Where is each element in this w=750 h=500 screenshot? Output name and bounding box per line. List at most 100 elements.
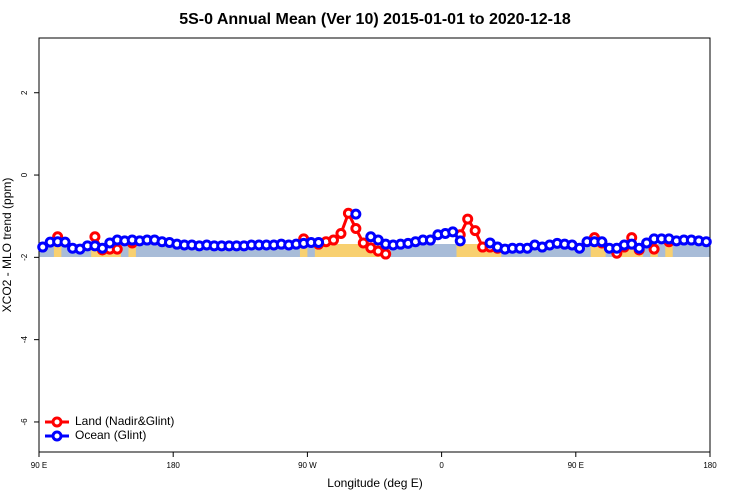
series-point	[648, 243, 660, 255]
surface-band	[292, 244, 301, 257]
series-point	[454, 235, 466, 247]
legend-swatch-point	[51, 416, 63, 428]
surface-band	[188, 244, 197, 257]
surface-band	[128, 244, 137, 257]
y-tick-label: 2	[20, 90, 29, 95]
surface-band	[657, 244, 666, 257]
surface-band	[262, 244, 271, 257]
series-point	[700, 236, 712, 248]
surface-band	[642, 244, 651, 257]
surface-band	[665, 244, 674, 257]
y-tick-label: -4	[20, 336, 29, 344]
surface-band	[672, 244, 681, 257]
surface-band	[352, 244, 361, 257]
series-point	[633, 242, 645, 254]
surface-band	[143, 244, 152, 257]
surface-band	[46, 244, 55, 257]
surface-band	[307, 244, 316, 257]
series-point	[335, 227, 347, 239]
legend-swatch-point	[51, 430, 63, 442]
surface-band	[471, 244, 480, 257]
x-tick-label: 90 W	[298, 461, 317, 470]
series-point	[596, 236, 608, 248]
surface-band	[135, 244, 144, 257]
surface-band	[158, 244, 167, 257]
surface-band	[598, 244, 607, 257]
x-tick-label: 180	[167, 461, 181, 470]
surface-band	[277, 244, 286, 257]
surface-band	[150, 244, 159, 257]
surface-band	[426, 244, 435, 257]
series-point	[350, 208, 362, 220]
surface-band	[344, 244, 353, 257]
legend-label: Ocean (Glint)	[75, 428, 146, 442]
series-point	[357, 237, 369, 249]
surface-band	[583, 244, 592, 257]
surface-band	[255, 244, 264, 257]
surface-band	[389, 244, 398, 257]
surface-band	[695, 244, 704, 257]
x-tick-label: 0	[439, 461, 444, 470]
series-point	[327, 234, 339, 246]
series-point	[59, 236, 71, 248]
series-point	[37, 241, 49, 253]
series-point	[462, 213, 474, 225]
y-tick-label: -6	[20, 418, 29, 426]
surface-band	[270, 244, 279, 257]
surface-band	[404, 244, 413, 257]
surface-band	[180, 244, 189, 257]
legend-label: Land (Nadir&Glint)	[75, 414, 174, 428]
series-point	[350, 223, 362, 235]
surface-band	[53, 244, 62, 257]
surface-band	[441, 244, 450, 257]
surface-band	[203, 244, 211, 257]
surface-band	[463, 244, 472, 257]
surface-band	[299, 244, 308, 257]
y-tick-label: -2	[20, 253, 29, 261]
series-point	[574, 242, 586, 254]
surface-band	[545, 244, 554, 257]
surface-band	[337, 244, 346, 257]
series-point	[424, 234, 436, 246]
x-tick-label: 90 E	[568, 461, 584, 470]
x-tick-label: 90 E	[31, 461, 47, 470]
surface-band	[247, 244, 256, 257]
surface-band	[314, 244, 323, 257]
surface-band	[411, 244, 420, 257]
series-point	[89, 231, 101, 243]
series-point	[96, 242, 108, 254]
surface-band	[329, 244, 338, 257]
surface-band	[680, 244, 689, 257]
y-axis-label: XCO2 - MLO trend (ppm)	[0, 178, 14, 313]
surface-band	[702, 244, 711, 257]
surface-band	[560, 244, 569, 257]
series-point	[447, 226, 459, 238]
surface-band	[396, 244, 405, 257]
surface-band	[322, 244, 331, 257]
series-point	[469, 225, 481, 237]
x-axis-label: Longitude (deg E)	[327, 476, 422, 490]
surface-band	[531, 244, 540, 257]
series-point	[380, 248, 392, 260]
surface-band	[359, 244, 368, 257]
surface-band	[61, 244, 70, 257]
surface-band	[434, 244, 443, 257]
chart-title: 5S-0 Annual Mean (Ver 10) 2015-01-01 to …	[179, 11, 571, 28]
surface-band	[173, 244, 182, 257]
y-tick-label: 0	[20, 172, 29, 177]
series-point	[111, 243, 123, 255]
surface-band	[165, 244, 174, 257]
surface-band	[419, 244, 428, 257]
surface-band	[456, 244, 465, 257]
x-tick-label: 180	[703, 461, 717, 470]
surface-band	[285, 244, 293, 257]
surface-band	[121, 244, 129, 257]
surface-band	[627, 244, 636, 257]
surface-band	[590, 244, 599, 257]
surface-band	[553, 244, 562, 257]
surface-band	[687, 244, 696, 257]
surface-band	[449, 244, 458, 257]
series-point	[313, 237, 325, 249]
surface-band	[568, 244, 577, 257]
